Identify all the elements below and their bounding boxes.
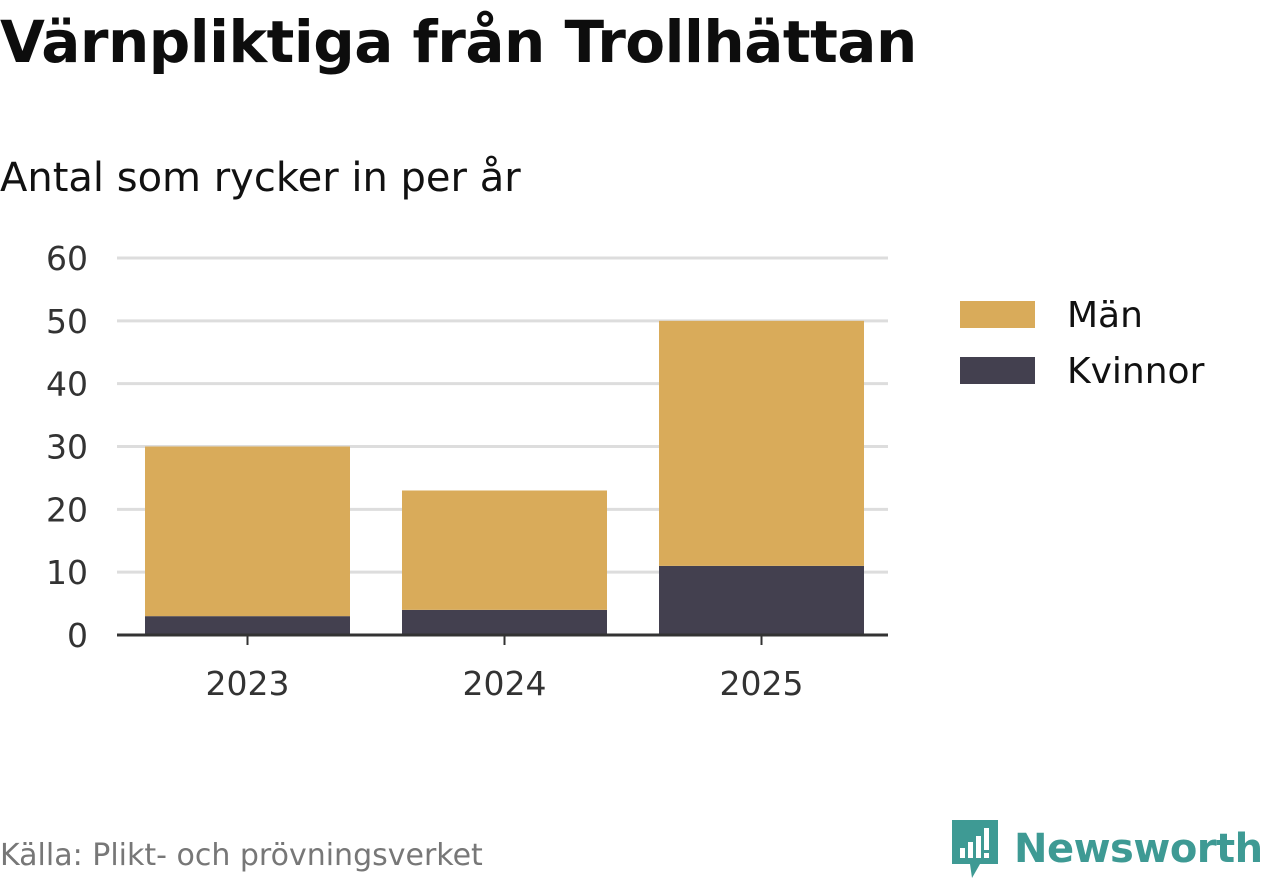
x-tick-label: 2024 <box>463 664 547 703</box>
bar-kvinnor-2023 <box>145 616 350 635</box>
chart-title: Värnpliktiga från Trollhättan <box>0 8 917 76</box>
brand-name: Newsworthy <box>1014 826 1262 872</box>
chart-subtitle: Antal som rycker in per år <box>0 155 521 201</box>
y-tick-label: 10 <box>46 553 88 592</box>
bar-kvinnor-2025 <box>659 565 864 635</box>
legend-swatch <box>960 301 1035 328</box>
newsworthy-logo-icon <box>952 820 998 878</box>
y-axis-ticks: 0 10 20 30 40 50 60 <box>46 239 88 655</box>
x-tick-label: 2025 <box>720 664 804 703</box>
y-tick-label: 0 <box>67 616 88 655</box>
bar-mn-2024 <box>402 490 607 610</box>
bar-mn-2025 <box>659 320 864 566</box>
bars <box>145 320 864 635</box>
y-tick-label: 40 <box>46 365 88 404</box>
y-tick-label: 60 <box>46 239 88 278</box>
legend-swatch <box>960 357 1035 384</box>
bar-kvinnor-2024 <box>402 609 607 635</box>
x-axis: 2023 2024 2025 <box>117 633 888 703</box>
brand-logo: Newsworthy <box>950 818 1262 880</box>
y-tick-label: 30 <box>46 428 88 467</box>
y-tick-label: 50 <box>46 302 88 341</box>
source-note: Källa: Plikt- och prövningsverket <box>0 838 483 873</box>
legend: Män Kvinnor <box>960 295 1205 392</box>
legend-label: Män <box>1067 295 1143 336</box>
legend-label: Kvinnor <box>1067 351 1205 392</box>
y-tick-label: 20 <box>46 490 88 529</box>
x-tick-label: 2023 <box>206 664 290 703</box>
bar-mn-2023 <box>145 446 350 617</box>
